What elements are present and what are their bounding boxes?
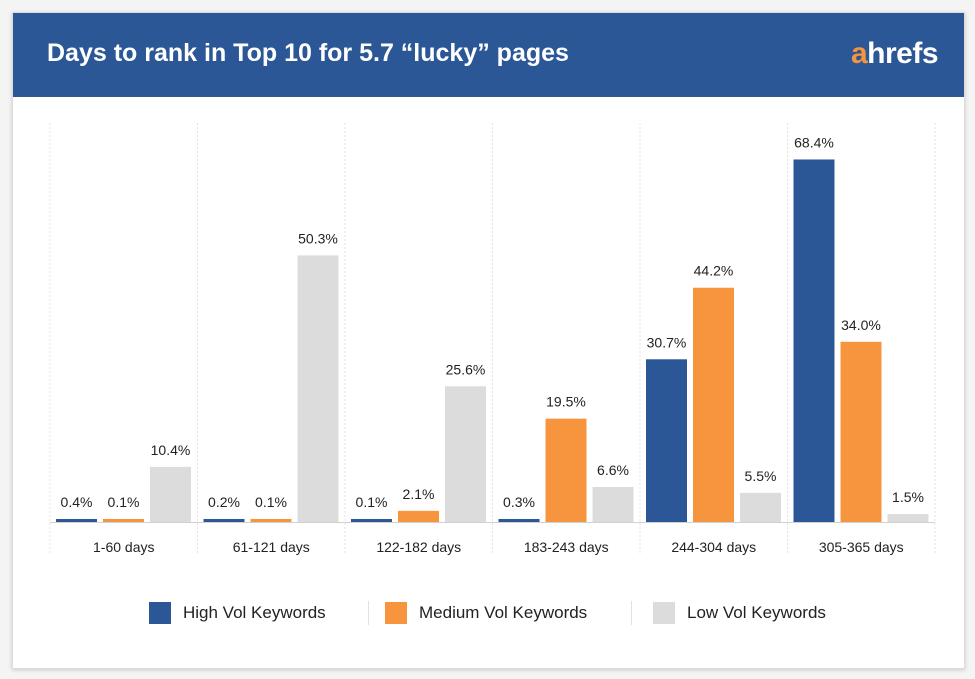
data-label: 25.6% [446, 361, 486, 377]
x-tick-label: 61-121 days [233, 539, 310, 555]
legend-divider [368, 601, 369, 625]
data-label: 30.7% [647, 334, 687, 350]
data-label: 0.1% [108, 494, 140, 510]
data-label: 0.1% [255, 494, 287, 510]
x-tick-label: 183-243 days [524, 539, 609, 555]
bar-low-vol-keywords [592, 487, 634, 522]
data-label: 50.3% [298, 230, 338, 246]
bar-medium-vol-keywords [398, 510, 439, 522]
bar-chart: 0.4% 0.1% 10.4% 1-60 days 0.2% 0.1% 50.3% 61-12… [49, 123, 936, 555]
legend-divider [631, 601, 632, 625]
data-label: 0.3% [503, 494, 535, 510]
bar-low-vol-keywords [445, 386, 486, 522]
data-label: 68.4% [794, 134, 834, 150]
legend-item: High Vol Keywords [149, 598, 326, 628]
bar-high-vol-keywords [56, 519, 97, 522]
bar-high-vol-keywords [498, 519, 540, 522]
x-tick-label: 1-60 days [93, 539, 154, 555]
data-label: 1.5% [892, 489, 924, 505]
chart-header: Days to rank in Top 10 for 5.7 “lucky” p… [13, 13, 964, 97]
data-label: 5.5% [745, 468, 777, 484]
data-label: 2.1% [403, 486, 435, 502]
chart-legend: High Vol Keywords Medium Vol Keywords Low … [13, 598, 964, 628]
legend-swatch [149, 602, 171, 624]
data-label: 44.2% [694, 263, 734, 279]
bar-low-vol-keywords [150, 466, 191, 522]
legend-label: Medium Vol Keywords [419, 603, 588, 622]
data-label: 0.2% [208, 494, 240, 510]
chart-title: Days to rank in Top 10 for 5.7 “lucky” p… [47, 39, 569, 67]
data-label: 34.0% [841, 317, 881, 333]
logo-text: hrefs [867, 37, 938, 70]
bar-low-vol-keywords [740, 492, 781, 522]
x-tick-label: 122-182 days [376, 539, 461, 555]
bar-high-vol-keywords [793, 159, 835, 523]
legend-item: Medium Vol Keywords [385, 598, 587, 628]
legend-swatch [385, 602, 407, 624]
bar-medium-vol-keywords [250, 519, 292, 522]
x-tick-label: 244-304 days [671, 539, 756, 555]
chart-card: Days to rank in Top 10 for 5.7 “lucky” p… [12, 12, 965, 669]
bar-medium-vol-keywords [693, 287, 734, 522]
data-label: 0.4% [61, 494, 93, 510]
legend-label: Low Vol Keywords [687, 603, 826, 622]
data-label: 19.5% [546, 394, 586, 410]
bar-medium-vol-keywords [545, 418, 587, 522]
data-label: 0.1% [356, 494, 388, 510]
legend-label: High Vol Keywords [183, 603, 326, 622]
bar-medium-vol-keywords [103, 519, 144, 522]
ahrefs-logo: ahrefs [850, 37, 939, 71]
data-label: 6.6% [597, 462, 629, 478]
bar-medium-vol-keywords [840, 341, 882, 522]
logo-letter-a: a [850, 37, 868, 70]
legend-item: Low Vol Keywords [653, 598, 826, 628]
bar-low-vol-keywords [887, 514, 929, 522]
bar-high-vol-keywords [351, 519, 392, 522]
bar-high-vol-keywords [646, 359, 687, 522]
bar-low-vol-keywords [297, 255, 339, 522]
bar-high-vol-keywords [203, 519, 245, 522]
x-tick-label: 305-365 days [819, 539, 904, 555]
data-label: 10.4% [151, 442, 191, 458]
legend-swatch [653, 602, 675, 624]
